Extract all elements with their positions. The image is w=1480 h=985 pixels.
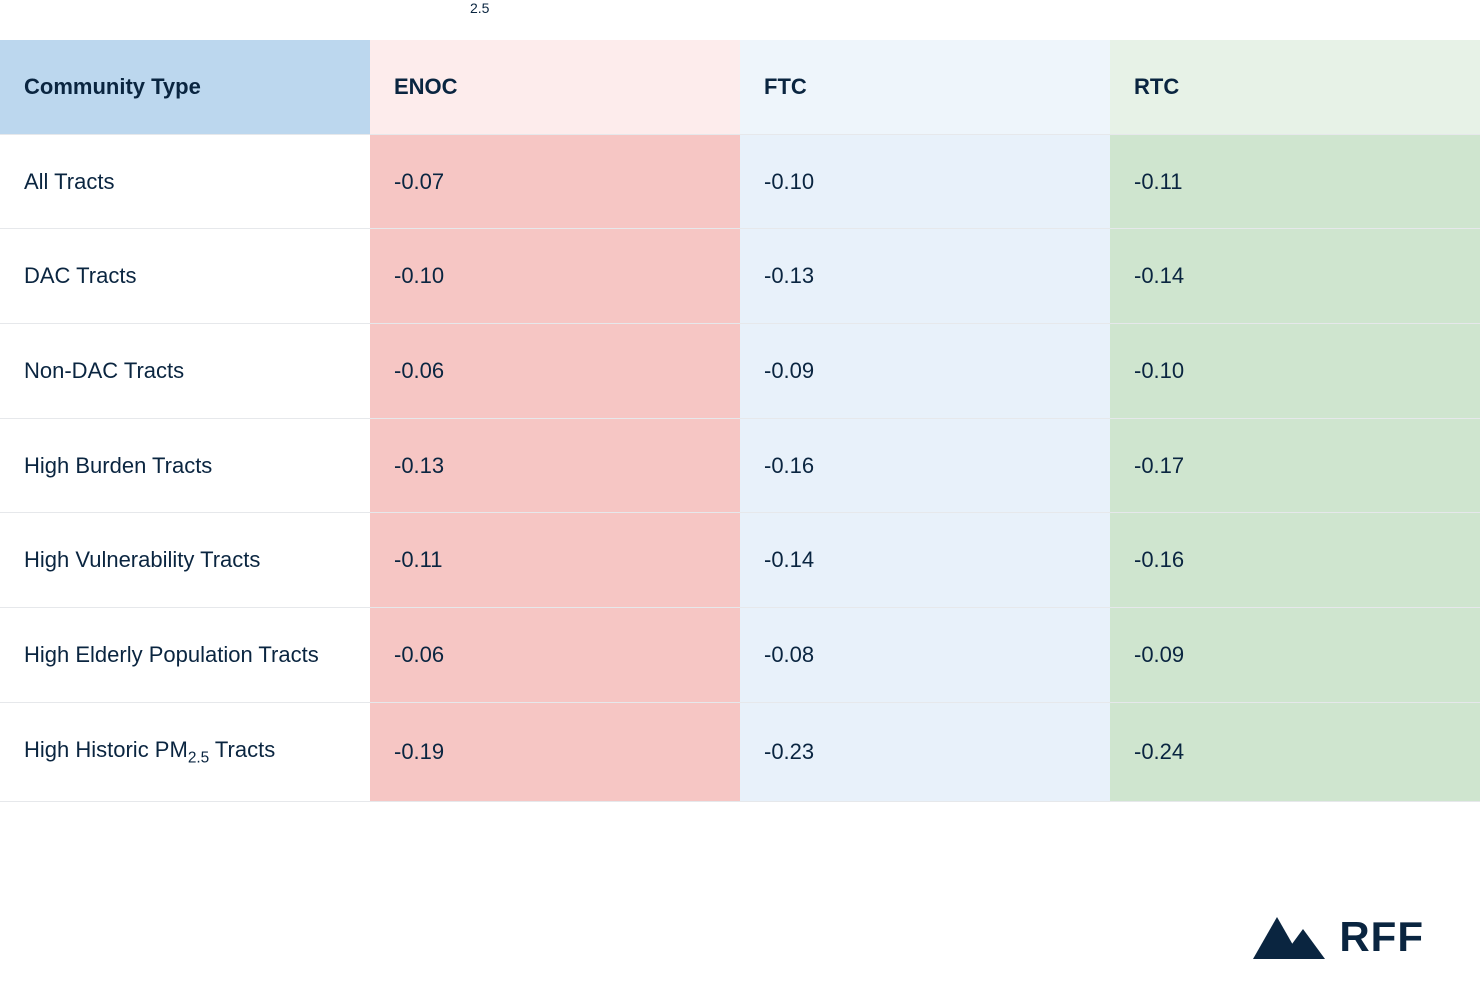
table-row: High Vulnerability Tracts-0.11-0.14-0.16 — [0, 513, 1480, 608]
cell-rtc: -0.09 — [1110, 608, 1480, 703]
table-row: Non-DAC Tracts-0.06-0.09-0.10 — [0, 324, 1480, 419]
mountain-icon — [1253, 913, 1325, 961]
cell-ftc: -0.13 — [740, 229, 1110, 324]
cell-rtc: -0.16 — [1110, 513, 1480, 608]
cell-ftc: -0.16 — [740, 418, 1110, 513]
table-row: High Historic PM2.5 Tracts-0.19-0.23-0.2… — [0, 702, 1480, 801]
cell-enoc: -0.07 — [370, 134, 740, 229]
cell-ftc: -0.10 — [740, 134, 1110, 229]
community-data-table: Community Type ENOC FTC RTC All Tracts-0… — [0, 40, 1480, 802]
cell-ftc: -0.23 — [740, 702, 1110, 801]
row-label: DAC Tracts — [0, 229, 370, 324]
column-header-rtc: RTC — [1110, 40, 1480, 134]
cell-enoc: -0.06 — [370, 608, 740, 703]
table-row: All Tracts-0.07-0.10-0.11 — [0, 134, 1480, 229]
row-label: Non-DAC Tracts — [0, 324, 370, 419]
cell-enoc: -0.10 — [370, 229, 740, 324]
cell-rtc: -0.17 — [1110, 418, 1480, 513]
cell-ftc: -0.08 — [740, 608, 1110, 703]
table-body: All Tracts-0.07-0.10-0.11DAC Tracts-0.10… — [0, 134, 1480, 801]
table-row: High Elderly Population Tracts-0.06-0.08… — [0, 608, 1480, 703]
column-header-community-type: Community Type — [0, 40, 370, 134]
table-header-row: Community Type ENOC FTC RTC — [0, 40, 1480, 134]
cell-enoc: -0.19 — [370, 702, 740, 801]
table-row: High Burden Tracts-0.13-0.16-0.17 — [0, 418, 1480, 513]
cell-rtc: -0.10 — [1110, 324, 1480, 419]
page-header-fragment: 2.5 — [470, 0, 489, 16]
row-label: High Historic PM2.5 Tracts — [0, 702, 370, 801]
cell-ftc: -0.14 — [740, 513, 1110, 608]
cell-enoc: -0.13 — [370, 418, 740, 513]
cell-rtc: -0.14 — [1110, 229, 1480, 324]
column-header-ftc: FTC — [740, 40, 1110, 134]
cell-enoc: -0.11 — [370, 513, 740, 608]
row-label: High Vulnerability Tracts — [0, 513, 370, 608]
cell-ftc: -0.09 — [740, 324, 1110, 419]
rff-logo-text: RFF — [1339, 913, 1424, 961]
column-header-enoc: ENOC — [370, 40, 740, 134]
row-label: All Tracts — [0, 134, 370, 229]
cell-rtc: -0.24 — [1110, 702, 1480, 801]
table-row: DAC Tracts-0.10-0.13-0.14 — [0, 229, 1480, 324]
row-label: High Burden Tracts — [0, 418, 370, 513]
rff-logo: RFF — [1253, 913, 1424, 961]
cell-enoc: -0.06 — [370, 324, 740, 419]
row-label: High Elderly Population Tracts — [0, 608, 370, 703]
cell-rtc: -0.11 — [1110, 134, 1480, 229]
data-table-container: Community Type ENOC FTC RTC All Tracts-0… — [0, 40, 1480, 802]
